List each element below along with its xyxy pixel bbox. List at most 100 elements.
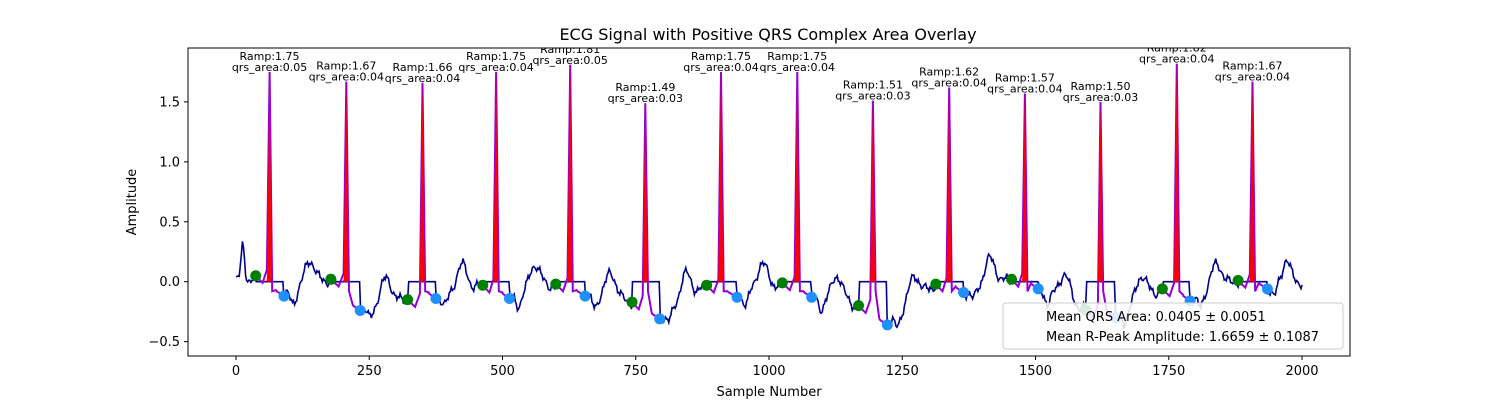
qrs-segment-8	[781, 71, 813, 299]
r-amp-label-14: Ramp:1.67	[1222, 60, 1282, 73]
legend-mean-qrs-area: Mean QRS Area: 0.0405 ± 0.0051	[1046, 310, 1266, 325]
x-tick-label-1750: 1750	[1152, 364, 1185, 379]
qrs-onset-marker-2	[325, 273, 337, 285]
qrs-onset-marker-5	[550, 278, 562, 290]
qrs-offset-marker-1	[278, 290, 290, 302]
qrs-area-label-1: qrs_area:0.05	[232, 61, 307, 74]
x-axis-label: Sample Number	[716, 385, 822, 400]
qrs-offset-marker-10	[958, 286, 970, 298]
x-tick-label-500: 500	[490, 364, 515, 379]
y-axis-label: Amplitude	[125, 169, 140, 236]
qrs-segment-14	[1237, 81, 1268, 292]
legend: Mean QRS Area: 0.0405 ± 0.0051 Mean R-Pe…	[1002, 302, 1344, 350]
qrs-area-fill-2	[342, 81, 349, 282]
qrs-segment-13	[1161, 63, 1191, 302]
qrs-offset-marker-14	[1261, 283, 1273, 295]
r-amp-label-5: Ramp:1.81	[540, 43, 600, 56]
y-tick-label-3: 1.0	[159, 155, 180, 170]
qrs-area-fill-3	[418, 82, 425, 282]
qrs-area-fill-12	[1096, 101, 1103, 282]
legend-box	[1002, 302, 1344, 350]
qrs-area-label-3: qrs_area:0.04	[385, 72, 460, 85]
qrs-onset-marker-11	[1006, 273, 1018, 285]
qrs-offset-marker-8	[806, 291, 818, 303]
x-tick-label-0: 0	[232, 364, 240, 379]
qrs-area-fill-8	[793, 71, 800, 282]
y-tick-label-4: 1.5	[159, 95, 180, 110]
qrs-area-fill-1	[265, 71, 272, 282]
qrs-segment-6	[631, 103, 661, 320]
r-amp-label-13: Ramp:1.82	[1147, 42, 1207, 55]
qrs-area-label-9: qrs_area:0.03	[835, 90, 910, 103]
qrs-offset-marker-3	[430, 292, 442, 304]
r-amp-label-8: Ramp:1.75	[767, 50, 827, 63]
r-amp-label-4: Ramp:1.75	[466, 50, 526, 63]
r-amp-label-12: Ramp:1.50	[1071, 80, 1131, 93]
r-amp-label-2: Ramp:1.67	[316, 60, 376, 73]
qrs-area-label-10: qrs_area:0.04	[911, 77, 986, 90]
qrs-area-label-12: qrs_area:0.03	[1063, 91, 1138, 104]
x-tick-label-2000: 2000	[1285, 364, 1318, 379]
qrs-offset-marker-7	[731, 291, 743, 303]
y-tick-label-1: 0.0	[159, 275, 180, 290]
axis-ticks: 0 250 500 750 1000 1250 1500 1750 2000 −0.5 0.0 0.5…	[148, 95, 1318, 379]
y-tick-label-0: −0.5	[148, 335, 180, 350]
qrs-segment-2	[330, 81, 361, 312]
qrs-offset-marker-2	[354, 304, 366, 316]
r-amp-label-10: Ramp:1.62	[919, 66, 979, 79]
qrs-area-label-7: qrs_area:0.04	[683, 61, 758, 74]
qrs-offset-marker-6	[654, 313, 666, 325]
qrs-area-label-2: qrs_area:0.04	[309, 71, 384, 84]
qrs-segment-5	[555, 64, 586, 297]
qrs-area-fill-5	[566, 64, 573, 282]
qrs-onset-marker-9	[853, 300, 865, 312]
qrs-area-fill-11	[1021, 93, 1027, 282]
qrs-onset-marker-10	[930, 278, 942, 290]
qrs-area-label-8: qrs_area:0.04	[760, 61, 835, 74]
qrs-area-fill-14	[1248, 81, 1255, 282]
qrs-area-fill-13	[1173, 63, 1179, 282]
qrs-onset-marker-13	[1156, 283, 1168, 295]
qrs-area-label-14: qrs_area:0.04	[1215, 71, 1290, 84]
qrs-area-fill-4	[492, 71, 499, 282]
qrs-onset-marker-7	[701, 279, 713, 291]
qrs-area-label-11: qrs_area:0.04	[987, 83, 1062, 96]
qrs-offset-marker-4	[503, 292, 515, 304]
qrs-segment-4	[482, 71, 510, 300]
x-tick-label-1500: 1500	[1019, 364, 1052, 379]
r-amp-label-3: Ramp:1.66	[393, 61, 453, 74]
r-amp-label-11: Ramp:1.57	[995, 72, 1055, 85]
x-tick-label-1000: 1000	[752, 364, 785, 379]
qrs-area-label-6: qrs_area:0.03	[608, 92, 683, 105]
qrs-segment-11	[1010, 93, 1039, 292]
qrs-area-fill-10	[945, 87, 952, 282]
x-tick-label-1250: 1250	[886, 364, 919, 379]
qrs-onset-marker-14	[1232, 274, 1244, 286]
x-tick-label-250: 250	[357, 364, 382, 379]
qrs-segment-7	[705, 71, 738, 299]
qrs-area-fill-9	[869, 100, 876, 282]
r-amp-label-1: Ramp:1.75	[240, 50, 300, 63]
qrs-segment-3	[406, 82, 437, 309]
qrs-area-label-5: qrs_area:0.05	[532, 54, 607, 67]
qrs-area-fill-7	[717, 71, 724, 282]
qrs-segment-1	[254, 71, 285, 297]
r-amp-label-6: Ramp:1.49	[615, 81, 675, 94]
qrs-onset-marker-4	[477, 279, 489, 291]
qrs-onset-marker-6	[626, 296, 638, 308]
y-tick-label-2: 0.5	[159, 215, 180, 230]
qrs-segment-9	[857, 100, 888, 326]
legend-mean-r-peak-amplitude: Mean R-Peak Amplitude: 1.6659 ± 0.1087	[1046, 330, 1319, 345]
r-amp-label-7: Ramp:1.75	[691, 50, 751, 63]
qrs-onset-marker-3	[402, 294, 414, 306]
qrs-segment-10	[935, 87, 965, 295]
chart-title: ECG Signal with Positive QRS Complex Are…	[559, 25, 976, 44]
x-tick-label-750: 750	[623, 364, 648, 379]
qrs-onset-marker-8	[776, 277, 788, 289]
qrs-area-label-4: qrs_area:0.04	[458, 61, 533, 74]
qrs-offset-marker-9	[881, 319, 893, 331]
r-amp-label-9: Ramp:1.51	[843, 79, 903, 92]
qrs-area-fill-6	[641, 103, 648, 282]
